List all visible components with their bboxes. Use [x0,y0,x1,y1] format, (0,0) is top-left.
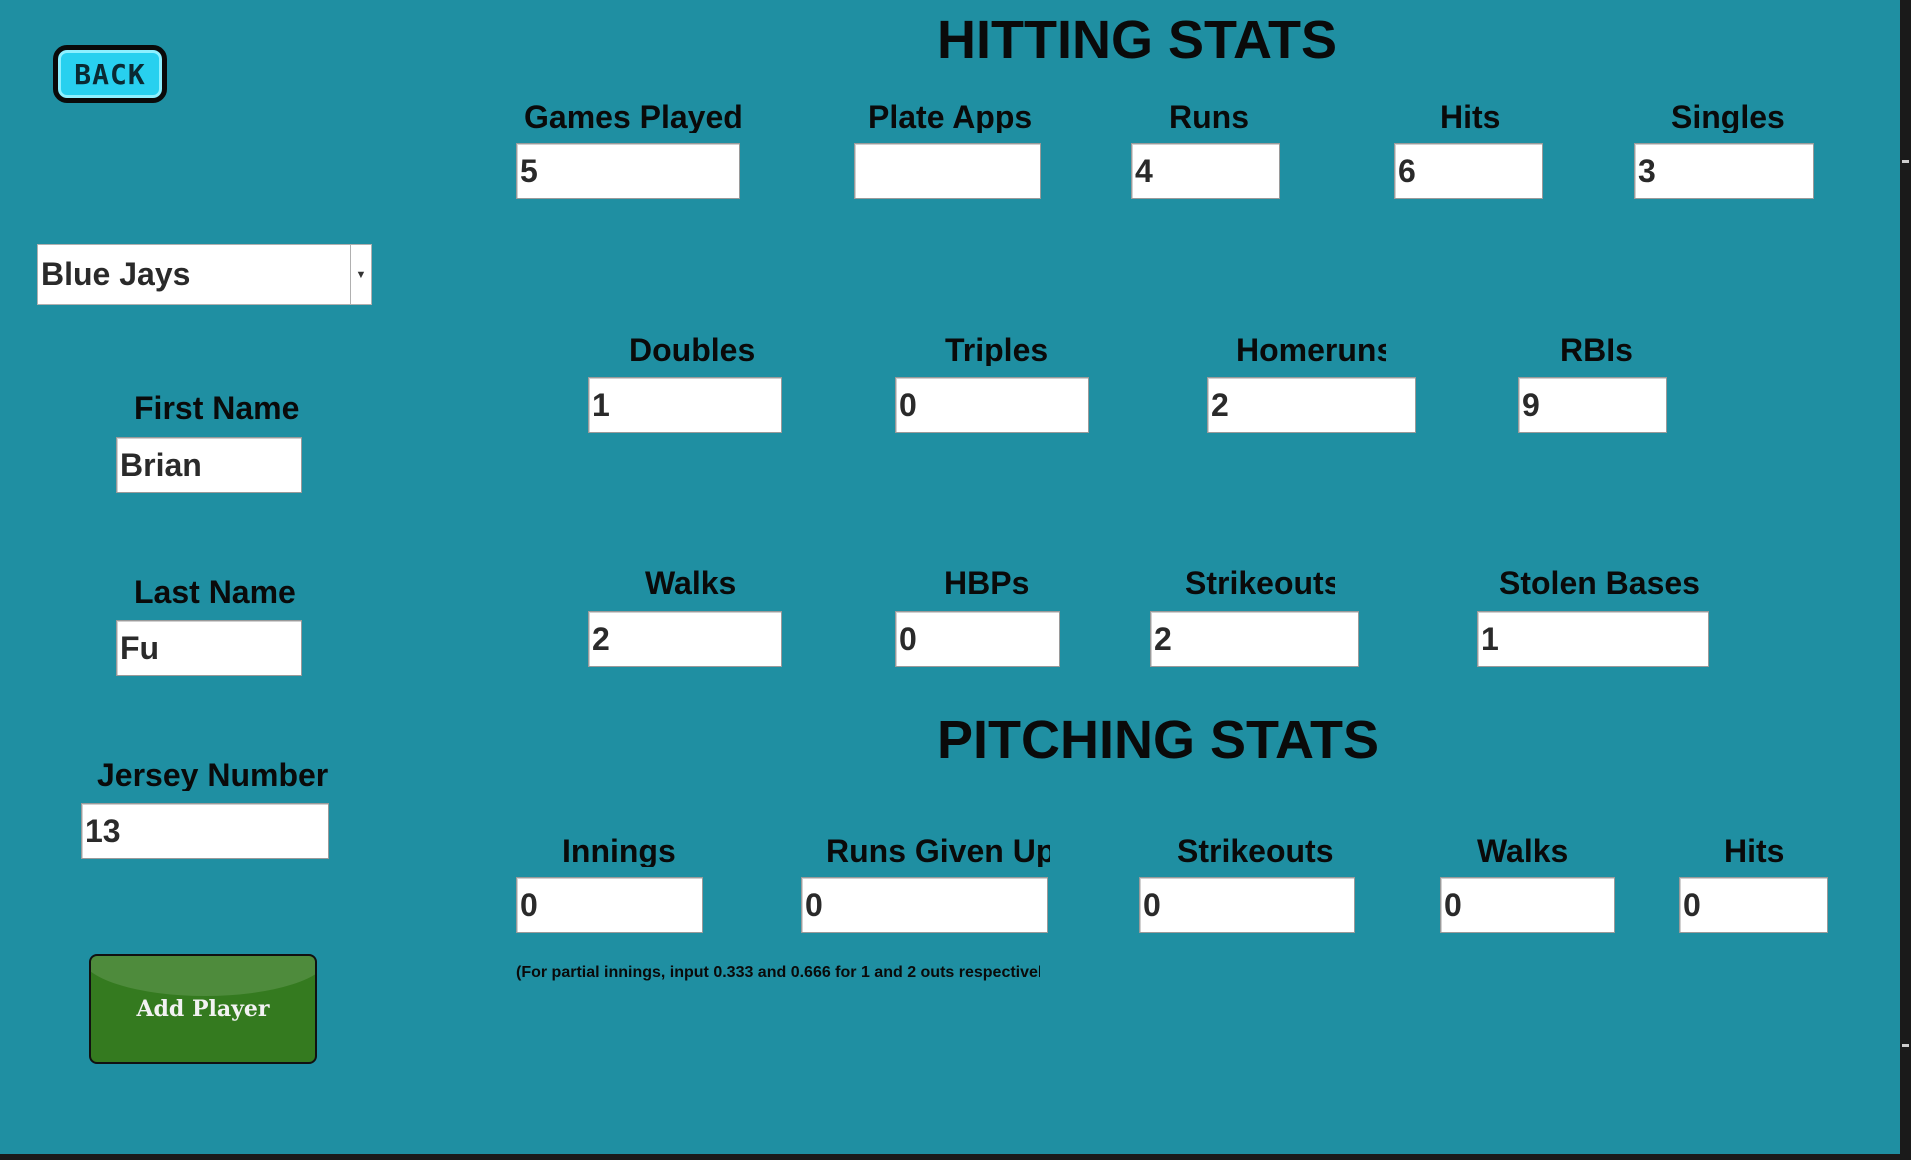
rbis-input[interactable] [1518,377,1667,433]
pitching-strikeouts-input[interactable] [1139,877,1355,933]
hitting-strikeouts-label: Strikeouts [1185,567,1335,599]
hits-input[interactable] [1394,143,1543,199]
window-edge-bottom [0,1154,1911,1160]
walks-input[interactable] [588,611,782,667]
hbps-input[interactable] [895,611,1060,667]
games-played-label: Games Played [524,101,743,133]
hitting-stats-title: HITTING STATS [937,10,1337,70]
window-edge-mark [1902,160,1909,163]
chevron-down-icon[interactable]: ▼ [350,245,371,304]
homeruns-input[interactable] [1207,377,1416,433]
pitching-walks-label: Walks [1477,835,1569,867]
runs-given-up-label: Runs Given Up [826,835,1050,867]
rbis-label: RBIs [1560,334,1633,366]
team-dropdown[interactable]: Blue Jays ▼ [37,244,372,305]
innings-label: Innings [562,835,676,867]
games-played-input[interactable] [516,143,740,199]
stolen-bases-input[interactable] [1477,611,1709,667]
window-edge-mark [1902,1044,1909,1047]
hitting-strikeouts-input[interactable] [1150,611,1359,667]
pitching-walks-input[interactable] [1440,877,1615,933]
button-gloss [91,956,315,996]
innings-input[interactable] [516,877,703,933]
plate-apps-label: Plate Apps [868,101,1033,133]
pitching-hits-label: Hits [1724,835,1785,867]
plate-apps-input[interactable] [854,143,1041,199]
first-name-input[interactable] [116,437,302,493]
back-button[interactable]: BACK [53,45,167,103]
add-player-button[interactable]: Add Player [89,954,317,1064]
triples-label: Triples [945,334,1049,366]
window-edge [1900,0,1911,1160]
runs-input[interactable] [1131,143,1280,199]
first-name-label: First Name [134,392,300,424]
pitching-stats-title: PITCHING STATS [937,710,1379,770]
runs-label: Runs [1169,101,1249,133]
singles-input[interactable] [1634,143,1814,199]
partial-innings-note: (For partial innings, input 0.333 and 0.… [516,964,1040,981]
pitching-hits-input[interactable] [1679,877,1828,933]
walks-label: Walks [645,567,737,599]
jersey-number-label: Jersey Number [97,759,329,791]
stolen-bases-label: Stolen Bases [1499,567,1700,599]
team-dropdown-value: Blue Jays [41,256,191,292]
doubles-label: Doubles [629,334,756,366]
triples-input[interactable] [895,377,1089,433]
doubles-input[interactable] [588,377,782,433]
jersey-number-input[interactable] [81,803,329,859]
hits-label: Hits [1440,101,1501,133]
last-name-label: Last Name [134,576,296,608]
singles-label: Singles [1671,101,1785,133]
runs-given-up-input[interactable] [801,877,1048,933]
add-player-label: Add Player [136,996,270,1022]
pitching-strikeouts-label: Strikeouts [1177,835,1334,867]
last-name-input[interactable] [116,620,302,676]
hbps-label: HBPs [944,567,1030,599]
homeruns-label: Homeruns [1236,334,1386,366]
